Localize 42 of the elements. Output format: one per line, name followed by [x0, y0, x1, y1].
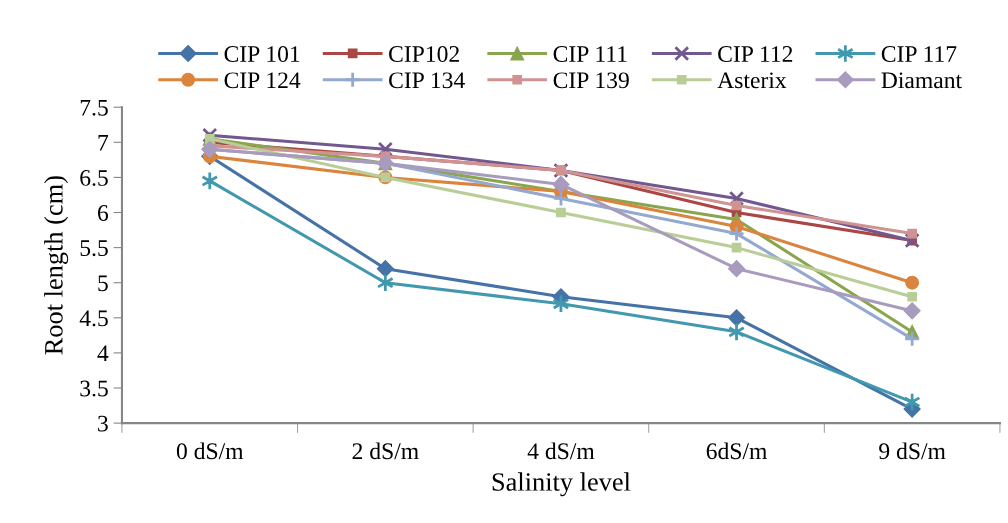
- legend-label: Diamant: [881, 72, 962, 89]
- point: [728, 190, 745, 207]
- y-tick-label: 4.5: [79, 310, 108, 327]
- y-tick-label: 6.5: [80, 169, 108, 186]
- y-tick-label: 3.5: [80, 380, 108, 397]
- legend-label: CIP102: [389, 46, 459, 62]
- legend-label: CIP 124: [224, 72, 301, 89]
- legend-label: Asterix: [717, 72, 787, 89]
- point: [903, 330, 921, 348]
- point: [907, 291, 918, 302]
- point: [728, 225, 745, 242]
- point: [727, 260, 746, 278]
- point: [907, 228, 918, 239]
- y-tick-label: 6: [97, 205, 109, 221]
- y-tick-label: 5: [98, 275, 108, 292]
- point: [552, 175, 570, 193]
- legend-label: CIP 111: [553, 46, 627, 62]
- point: [376, 260, 394, 278]
- x-tick-label: 4 dS/m: [527, 442, 595, 460]
- y-axis-title: Root length (cm): [44, 176, 69, 355]
- point: [552, 190, 570, 207]
- y-tick-label: 7.5: [80, 99, 108, 116]
- point: [377, 141, 393, 157]
- point: [202, 127, 218, 143]
- y-tick-label: 4: [97, 345, 109, 362]
- legend-label: CIP 112: [718, 46, 793, 62]
- x-tick-label: 0 dS/m: [176, 442, 244, 460]
- x-tick-label: 6dS/m: [706, 442, 768, 460]
- x-tick-label: 9 dS/m: [879, 442, 946, 460]
- point: [905, 275, 920, 290]
- point: [727, 309, 746, 327]
- y-tick-label: 7: [98, 135, 109, 151]
- legend-label: CIP 134: [389, 72, 465, 89]
- legend-label: CIP 139: [553, 72, 629, 89]
- point: [903, 302, 921, 320]
- y-tick-label: 5.5: [80, 240, 108, 257]
- x-axis-title: Salinity level: [492, 472, 631, 497]
- point: [556, 207, 566, 218]
- legend-label: CIP 101: [224, 46, 300, 62]
- x-tick-label: 2 dS/m: [352, 442, 419, 460]
- legend-label: CIP 117: [881, 46, 957, 62]
- y-tick-label: 3: [98, 415, 108, 432]
